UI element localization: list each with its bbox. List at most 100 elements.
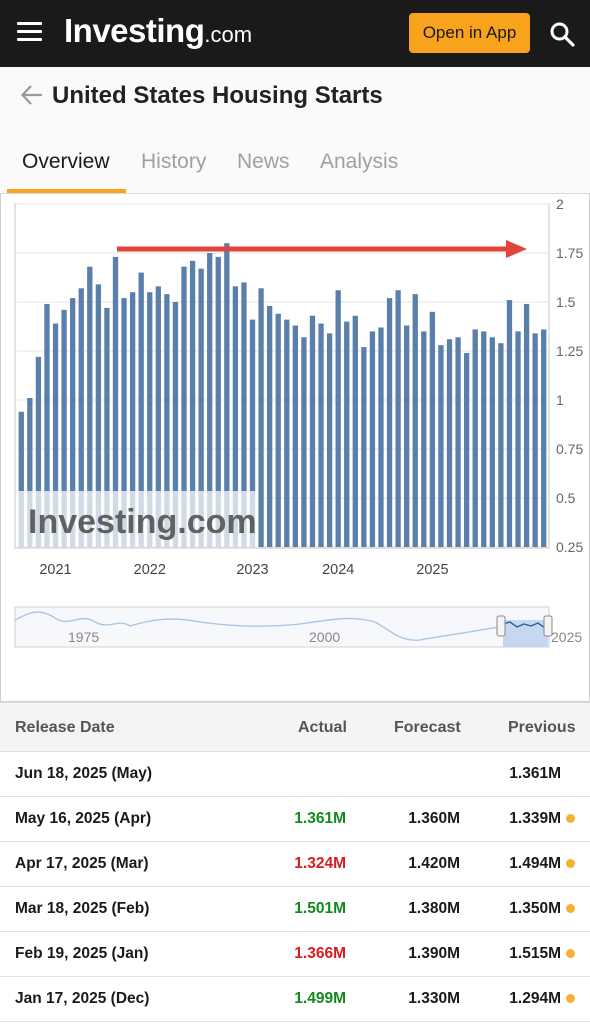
data-bar[interactable]: [27, 398, 33, 547]
data-bar[interactable]: [309, 315, 316, 547]
data-bar[interactable]: [463, 352, 470, 547]
table-row[interactable]: [0, 752, 590, 797]
data-bar[interactable]: [61, 309, 67, 547]
table-row[interactable]: [0, 887, 590, 932]
revised-indicator-icon[interactable]: [566, 904, 575, 913]
y-tick-label: 1: [556, 392, 564, 408]
tab-history[interactable]: History: [141, 150, 207, 173]
search-icon[interactable]: [549, 21, 575, 47]
forecast-value-cell: 1.380M: [408, 900, 460, 917]
data-bar[interactable]: [155, 286, 161, 547]
y-tick-label: 1.75: [556, 245, 583, 261]
col-previous[interactable]: Previous: [508, 719, 576, 736]
data-bar[interactable]: [301, 337, 307, 547]
data-bar[interactable]: [489, 337, 495, 547]
data-bar[interactable]: [181, 266, 187, 547]
data-bar[interactable]: [70, 298, 76, 547]
housing-starts-chart[interactable]: 0.25 0.5 0.75 1 1.25 1.5 1.75 2 2021 2022 2023 202…: [0, 194, 590, 664]
col-release-date[interactable]: Release Date: [15, 719, 115, 736]
y-tick-label: 2: [556, 196, 564, 212]
y-tick-label: 0.75: [556, 441, 583, 457]
data-bar[interactable]: [421, 331, 427, 547]
table-row[interactable]: [0, 842, 590, 887]
data-bar[interactable]: [438, 345, 444, 547]
data-bar[interactable]: [541, 329, 547, 547]
table-row[interactable]: [0, 977, 590, 1022]
data-bar[interactable]: [104, 307, 110, 547]
revised-indicator-icon[interactable]: [566, 949, 575, 958]
data-bar[interactable]: [189, 260, 196, 547]
data-bar[interactable]: [138, 272, 144, 547]
navigator-left-handle: [496, 615, 506, 637]
data-bar[interactable]: [275, 313, 281, 547]
data-bar[interactable]: [455, 337, 461, 547]
data-bar[interactable]: [215, 256, 221, 547]
data-bar[interactable]: [335, 290, 341, 547]
tab-analysis[interactable]: Analysis: [320, 150, 399, 173]
col-forecast[interactable]: Forecast: [394, 719, 461, 736]
previous-value-cell: 1.494M: [509, 855, 561, 872]
data-bar[interactable]: [361, 347, 367, 547]
data-bar[interactable]: [87, 266, 93, 547]
data-bar[interactable]: [532, 333, 538, 547]
data-bar[interactable]: [369, 331, 376, 547]
data-bar[interactable]: [112, 256, 119, 547]
data-bar[interactable]: [515, 331, 521, 547]
data-bar[interactable]: [292, 325, 298, 547]
actual-value-cell: 1.501M: [294, 900, 346, 917]
data-bar[interactable]: [224, 243, 230, 547]
data-bar[interactable]: [412, 294, 418, 547]
data-bar[interactable]: [241, 282, 247, 547]
data-bar[interactable]: [472, 329, 478, 547]
data-bar[interactable]: [378, 327, 384, 547]
data-bar[interactable]: [121, 298, 127, 547]
data-bar[interactable]: [172, 302, 179, 547]
range-navigator[interactable]: 1975 2000 2025: [14, 606, 582, 648]
data-bar[interactable]: [52, 323, 59, 547]
data-bar[interactable]: [198, 268, 204, 547]
data-bar[interactable]: [326, 333, 333, 547]
table-row[interactable]: [0, 932, 590, 977]
data-bar[interactable]: [249, 319, 256, 547]
data-bar[interactable]: [352, 315, 358, 547]
release-date-cell: Jun 18, 2025 (May): [15, 765, 152, 782]
data-bar[interactable]: [446, 339, 453, 547]
data-bar[interactable]: [498, 343, 504, 547]
data-bar[interactable]: [44, 303, 50, 547]
revised-indicator-icon[interactable]: [566, 859, 575, 868]
site-logo[interactable]: Investing.com: [64, 12, 252, 50]
data-bar[interactable]: [429, 311, 436, 547]
data-bar[interactable]: [267, 305, 273, 547]
revised-indicator-icon[interactable]: [566, 994, 575, 1003]
y-tick-label: 1.25: [556, 343, 583, 359]
data-bar[interactable]: [78, 288, 84, 547]
data-bar[interactable]: [35, 356, 42, 547]
data-bar[interactable]: [506, 300, 513, 547]
data-bar[interactable]: [18, 411, 24, 547]
data-bar[interactable]: [129, 292, 136, 547]
data-bar[interactable]: [404, 325, 410, 547]
tab-news[interactable]: News: [237, 150, 290, 173]
data-bar[interactable]: [481, 331, 487, 547]
data-bar[interactable]: [147, 292, 153, 547]
data-bar[interactable]: [207, 253, 213, 547]
menu-icon[interactable]: [17, 22, 42, 42]
data-bar[interactable]: [318, 323, 324, 547]
previous-value-cell: 1.361M: [509, 765, 561, 782]
data-bar[interactable]: [386, 298, 393, 547]
table-row[interactable]: [0, 797, 590, 842]
data-bar[interactable]: [344, 321, 350, 547]
col-actual[interactable]: Actual: [298, 719, 347, 736]
tab-overview[interactable]: Overview: [22, 150, 110, 173]
data-bar[interactable]: [164, 294, 170, 547]
data-bar[interactable]: [395, 290, 401, 547]
open-in-app-button[interactable]: Open in App: [409, 13, 530, 53]
data-bar[interactable]: [284, 319, 290, 547]
data-bar[interactable]: [258, 288, 264, 547]
data-bar[interactable]: [232, 286, 239, 547]
chart-watermark: Investing.com: [16, 491, 258, 547]
revised-indicator-icon[interactable]: [566, 814, 575, 823]
back-arrow-icon[interactable]: [20, 83, 44, 107]
data-bar[interactable]: [523, 303, 530, 547]
data-bar[interactable]: [95, 284, 102, 547]
